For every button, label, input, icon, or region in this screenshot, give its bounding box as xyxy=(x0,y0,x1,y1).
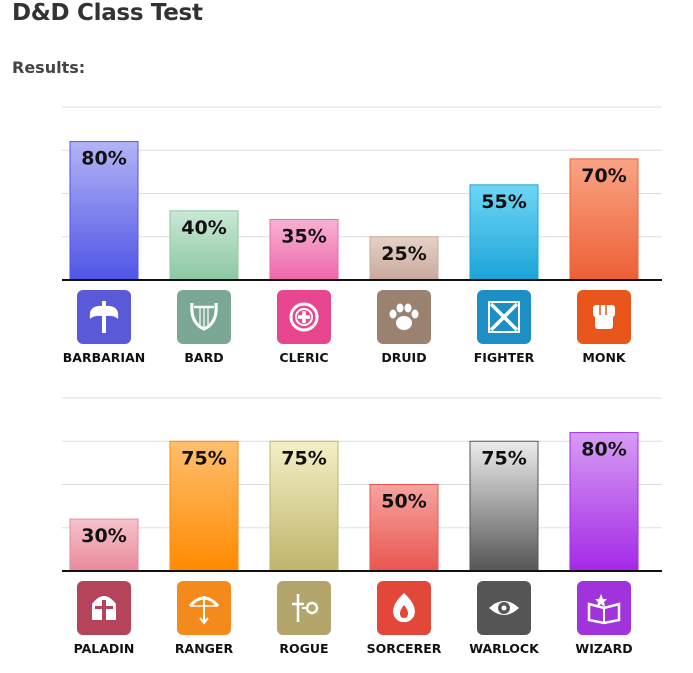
category-label-druid: DRUID xyxy=(381,350,426,365)
category-label-warlock: WARLOCK xyxy=(469,641,540,656)
bar-warlock xyxy=(469,440,539,572)
bar-rogue xyxy=(269,440,339,572)
category-label-monk: MONK xyxy=(582,350,627,365)
category-label-cleric: CLERIC xyxy=(279,350,328,365)
data-label-monk: 70% xyxy=(581,165,626,187)
holy-symbol-icon xyxy=(277,290,331,344)
spellbook-icon xyxy=(577,581,631,635)
category-label-wizard: WIZARD xyxy=(575,641,632,656)
category-label-paladin: PALADIN xyxy=(74,641,135,656)
bar-chart-2: 30% PALADIN 75% RANGER 75% ROGUE 50% SORCERER 75… xyxy=(62,397,662,656)
key-dagger-icon xyxy=(277,581,331,635)
data-label-cleric: 35% xyxy=(281,225,326,247)
data-label-bard: 40% xyxy=(181,217,226,239)
bar-chart-1: 80% BARBARIAN 40% BARD 35% CLERIC 25% DRUID 55% F… xyxy=(62,106,662,365)
data-label-barbarian: 80% xyxy=(81,148,126,170)
axe-icon xyxy=(77,290,131,344)
bar-barbarian xyxy=(69,141,139,281)
page-title: D&D Class Test xyxy=(12,0,203,26)
category-label-fighter: FIGHTER xyxy=(474,350,535,365)
data-label-ranger: 75% xyxy=(181,447,226,469)
helmet-icon xyxy=(77,581,131,635)
category-label-barbarian: BARBARIAN xyxy=(63,350,145,365)
fist-icon xyxy=(577,290,631,344)
data-label-fighter: 55% xyxy=(481,191,526,213)
category-label-rogue: ROGUE xyxy=(279,641,328,656)
bar-wizard xyxy=(569,432,639,572)
bar-fighter xyxy=(469,184,539,281)
bar-sorcerer xyxy=(369,484,439,572)
results-label: Results: xyxy=(12,58,86,77)
data-label-paladin: 30% xyxy=(81,525,126,547)
eye-icon xyxy=(477,581,531,635)
category-label-sorcerer: SORCERER xyxy=(367,641,442,656)
data-label-sorcerer: 50% xyxy=(381,491,426,513)
category-label-bard: BARD xyxy=(184,350,223,365)
data-label-druid: 25% xyxy=(381,243,426,265)
category-label-ranger: RANGER xyxy=(175,641,234,656)
data-label-wizard: 80% xyxy=(581,439,626,461)
bar-ranger xyxy=(169,440,239,572)
bar-monk xyxy=(569,158,639,281)
data-label-rogue: 75% xyxy=(281,447,326,469)
data-label-warlock: 75% xyxy=(481,447,526,469)
flame-icon xyxy=(377,581,431,635)
lyre-icon xyxy=(177,290,231,344)
paw-icon xyxy=(377,290,431,344)
bow-icon xyxy=(177,581,231,635)
crossed-swords-icon xyxy=(477,290,531,344)
bar-bard xyxy=(169,210,239,281)
bar-paladin xyxy=(69,518,139,572)
